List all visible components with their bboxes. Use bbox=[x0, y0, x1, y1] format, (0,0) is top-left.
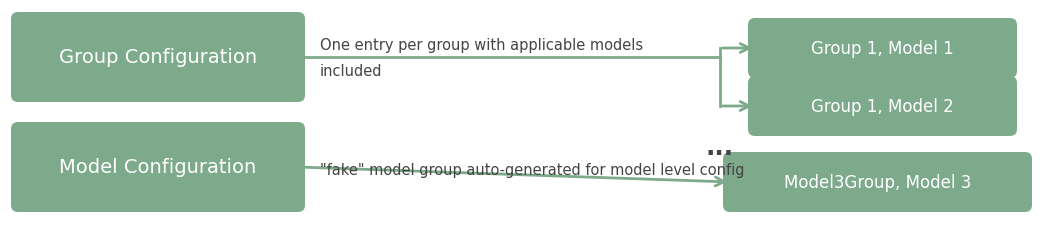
FancyBboxPatch shape bbox=[10, 122, 304, 212]
FancyBboxPatch shape bbox=[10, 13, 304, 103]
FancyBboxPatch shape bbox=[748, 19, 1017, 79]
Text: Model Configuration: Model Configuration bbox=[60, 158, 256, 177]
Text: Group Configuration: Group Configuration bbox=[59, 48, 257, 67]
FancyBboxPatch shape bbox=[723, 152, 1032, 212]
Text: included: included bbox=[320, 64, 382, 79]
Text: ...: ... bbox=[706, 135, 734, 159]
FancyBboxPatch shape bbox=[748, 77, 1017, 136]
Text: Model3Group, Model 3: Model3Group, Model 3 bbox=[783, 173, 971, 191]
Text: Group 1, Model 2: Group 1, Model 2 bbox=[811, 98, 953, 116]
Text: One entry per group with applicable models: One entry per group with applicable mode… bbox=[320, 38, 643, 53]
Text: "fake" model group auto-generated for model level config: "fake" model group auto-generated for mo… bbox=[320, 163, 744, 178]
Text: Group 1, Model 1: Group 1, Model 1 bbox=[811, 40, 953, 58]
